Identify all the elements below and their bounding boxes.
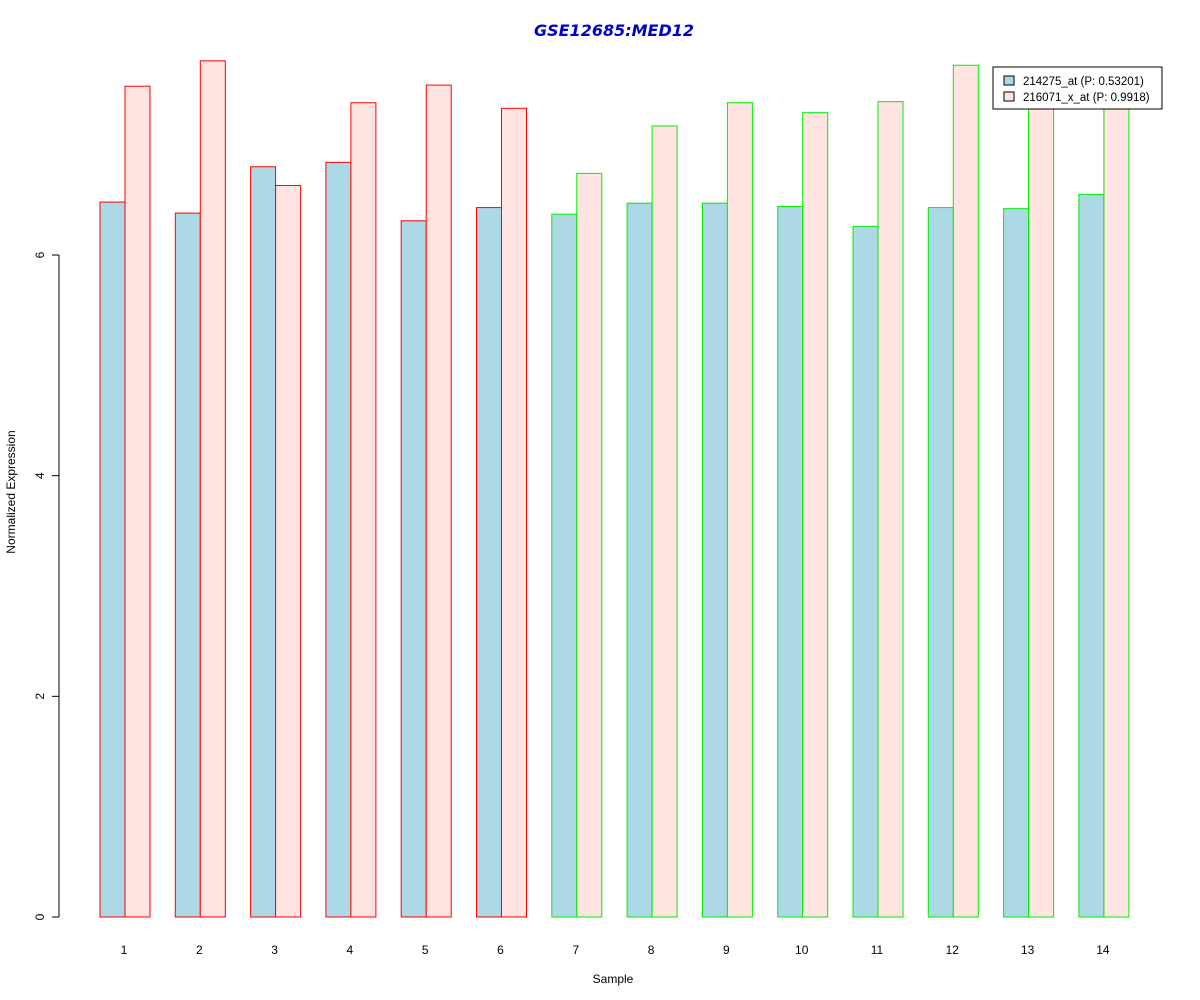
bar-sample-10-series-1	[777, 205, 804, 918]
bar-sample-7-series-1	[551, 213, 578, 918]
bar-sample-11-series-2	[877, 101, 904, 918]
legend-swatch	[1003, 91, 1015, 102]
x-tick-label: 13	[1021, 943, 1035, 957]
x-tick-label: 9	[723, 943, 730, 957]
x-tick-label: 7	[572, 943, 579, 957]
bar-sample-13-series-1	[1003, 208, 1030, 918]
bar-sample-9-series-1	[701, 202, 728, 918]
bar-sample-1-series-2	[124, 85, 151, 918]
bar-sample-2-series-2	[199, 60, 226, 918]
legend-box	[992, 66, 1163, 110]
x-axis: 1 2 3 4 5 6 7 8 9 10 11 12 13 14	[121, 943, 1110, 957]
x-tick-label: 14	[1096, 943, 1110, 957]
x-tick-label: 5	[422, 943, 429, 957]
bar-sample-4-series-2	[350, 102, 377, 918]
x-tick-label: 11	[871, 943, 884, 957]
bar-sample-6-series-1	[476, 207, 502, 918]
bar-sample-12-series-1	[927, 207, 954, 918]
bar-sample-14-series-2	[1103, 100, 1130, 918]
bar-sample-14-series-1	[1078, 193, 1105, 918]
bar-sample-2-series-1	[174, 212, 201, 918]
bar-sample-10-series-2	[802, 112, 829, 918]
x-tick-label: 8	[648, 943, 655, 957]
y-tick-label: 4	[33, 472, 47, 479]
bar-sample-5-series-1	[400, 220, 427, 918]
bar-sample-8-series-1	[626, 202, 653, 918]
bar-sample-3-series-1	[250, 166, 277, 918]
x-axis-label: Sample	[593, 972, 634, 986]
legend-label: 214275_at (P: 0.53201)	[1023, 76, 1144, 88]
x-tick-label: 10	[795, 943, 809, 957]
bar-sample-4-series-1	[325, 161, 352, 918]
y-tick-label: 2	[33, 693, 47, 700]
chart-title: GSE12685:MED12	[534, 21, 694, 40]
y-tick-label: 0	[33, 913, 47, 920]
bar-sample-8-series-2	[651, 125, 678, 918]
bars-group	[99, 60, 1130, 918]
x-tick-label: 4	[347, 943, 354, 957]
y-axis: 0 2 4 6	[33, 251, 60, 920]
bar-sample-3-series-2	[275, 185, 302, 918]
bar-sample-7-series-2	[576, 172, 603, 918]
legend: 214275_at (P: 0.53201) 216071_x_at (P: 0.…	[992, 66, 1163, 110]
y-tick-label: 6	[33, 251, 47, 258]
x-tick-label: 6	[497, 943, 504, 957]
bar-sample-1-series-1	[99, 201, 126, 918]
bar-sample-12-series-2	[952, 64, 979, 918]
x-tick-label: 3	[271, 943, 278, 957]
legend-label: 216071_x_at (P: 0.9918)	[1023, 92, 1150, 104]
bar-sample-13-series-2	[1028, 100, 1055, 918]
bar-sample-5-series-2	[425, 84, 452, 918]
y-axis-label: Normalized Expression	[4, 430, 18, 553]
x-tick-label: 2	[196, 943, 203, 957]
bar-sample-11-series-1	[852, 225, 879, 918]
x-tick-label: 12	[946, 943, 960, 957]
x-tick-label: 1	[121, 943, 128, 957]
bar-sample-9-series-2	[726, 102, 753, 918]
bar-sample-6-series-2	[501, 107, 527, 918]
legend-swatch	[1003, 75, 1015, 86]
